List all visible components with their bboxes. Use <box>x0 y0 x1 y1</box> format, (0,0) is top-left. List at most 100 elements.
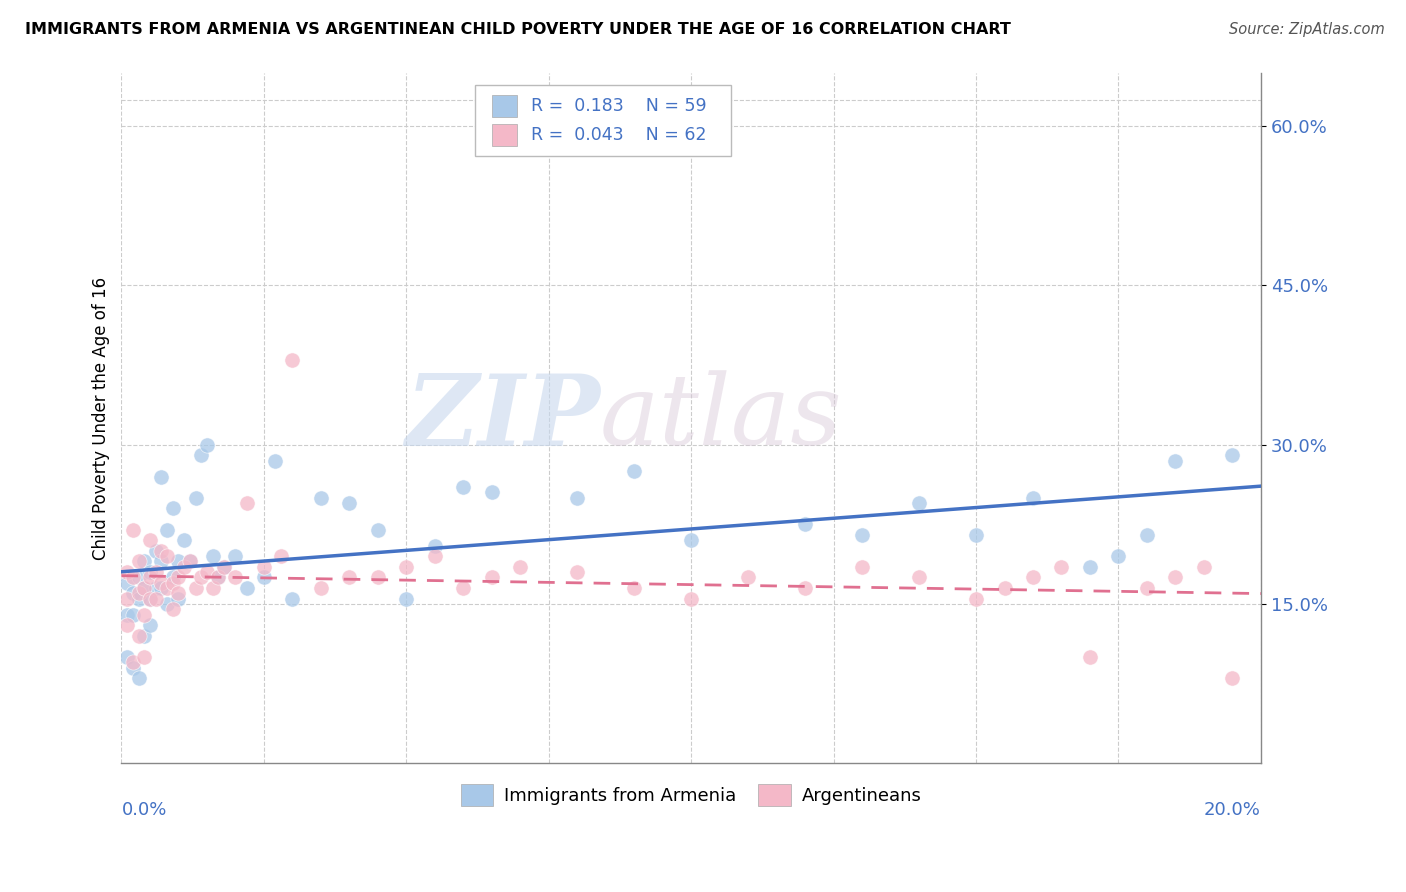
Text: atlas: atlas <box>600 370 842 466</box>
Point <box>794 581 817 595</box>
FancyBboxPatch shape <box>475 86 731 156</box>
Point <box>281 591 304 606</box>
Point <box>179 554 201 568</box>
Point <box>139 570 162 584</box>
Point <box>128 671 150 685</box>
Point <box>128 570 150 584</box>
Point <box>139 591 162 606</box>
Point <box>207 570 229 584</box>
Point <box>1192 559 1215 574</box>
Point <box>264 453 287 467</box>
Point <box>156 523 179 537</box>
Point <box>134 607 156 622</box>
FancyBboxPatch shape <box>492 95 517 118</box>
Point <box>121 523 143 537</box>
Point <box>121 656 143 670</box>
Point <box>134 554 156 568</box>
Point <box>236 496 259 510</box>
Point <box>509 559 531 574</box>
Point <box>1136 581 1159 595</box>
Point <box>150 581 173 595</box>
Point <box>115 607 138 622</box>
Point <box>190 570 212 584</box>
Text: IMMIGRANTS FROM ARMENIA VS ARGENTINEAN CHILD POVERTY UNDER THE AGE OF 16 CORRELA: IMMIGRANTS FROM ARMENIA VS ARGENTINEAN C… <box>25 22 1011 37</box>
Point <box>128 586 150 600</box>
Point <box>212 559 235 574</box>
Point <box>623 464 645 478</box>
Point <box>134 581 156 595</box>
Point <box>150 544 173 558</box>
Point <box>1164 453 1187 467</box>
Point <box>567 491 589 505</box>
Point <box>236 581 259 595</box>
Y-axis label: Child Poverty Under the Age of 16: Child Poverty Under the Age of 16 <box>93 277 110 559</box>
Text: Source: ZipAtlas.com: Source: ZipAtlas.com <box>1229 22 1385 37</box>
Point <box>423 549 446 564</box>
Point <box>253 559 276 574</box>
Point <box>851 528 873 542</box>
Point <box>270 549 292 564</box>
Point <box>128 591 150 606</box>
Point <box>156 581 179 595</box>
Point <box>134 650 156 665</box>
Point <box>567 565 589 579</box>
Point <box>1022 491 1045 505</box>
Point <box>115 650 138 665</box>
Text: R =  0.183    N = 59: R = 0.183 N = 59 <box>530 97 706 115</box>
Point <box>451 581 474 595</box>
Point <box>195 437 218 451</box>
Point <box>115 618 138 632</box>
Point <box>1107 549 1129 564</box>
Point <box>162 570 184 584</box>
Point <box>121 661 143 675</box>
Point <box>184 581 207 595</box>
Text: 20.0%: 20.0% <box>1204 801 1261 819</box>
Point <box>623 581 645 595</box>
Point <box>681 533 703 548</box>
Point <box>908 496 931 510</box>
Point <box>195 565 218 579</box>
Point <box>115 591 138 606</box>
Point <box>173 533 195 548</box>
Point <box>337 496 360 510</box>
Point <box>224 549 246 564</box>
Point <box>162 575 184 590</box>
Point <box>190 448 212 462</box>
Point <box>115 565 138 579</box>
Point <box>167 586 190 600</box>
Point <box>201 549 224 564</box>
Point <box>139 565 162 579</box>
Point <box>224 570 246 584</box>
Point <box>162 501 184 516</box>
Point <box>134 629 156 643</box>
Point <box>1078 559 1101 574</box>
Point <box>1222 671 1244 685</box>
Point <box>395 559 418 574</box>
Point <box>150 575 173 590</box>
Point <box>115 575 138 590</box>
Point <box>737 570 759 584</box>
Point <box>121 607 143 622</box>
Point <box>173 559 195 574</box>
Point <box>212 559 235 574</box>
Point <box>908 570 931 584</box>
Point <box>128 554 150 568</box>
Point <box>423 539 446 553</box>
Point <box>1050 559 1073 574</box>
Point <box>156 549 179 564</box>
Point <box>139 533 162 548</box>
Point <box>121 586 143 600</box>
Point <box>167 570 190 584</box>
Point <box>150 554 173 568</box>
Point <box>309 491 332 505</box>
Point <box>201 581 224 595</box>
Point <box>965 591 987 606</box>
Point <box>167 554 190 568</box>
Point <box>481 570 503 584</box>
Point <box>395 591 418 606</box>
Point <box>139 591 162 606</box>
Point <box>309 581 332 595</box>
Point <box>121 570 143 584</box>
Point <box>993 581 1015 595</box>
Point <box>145 565 167 579</box>
